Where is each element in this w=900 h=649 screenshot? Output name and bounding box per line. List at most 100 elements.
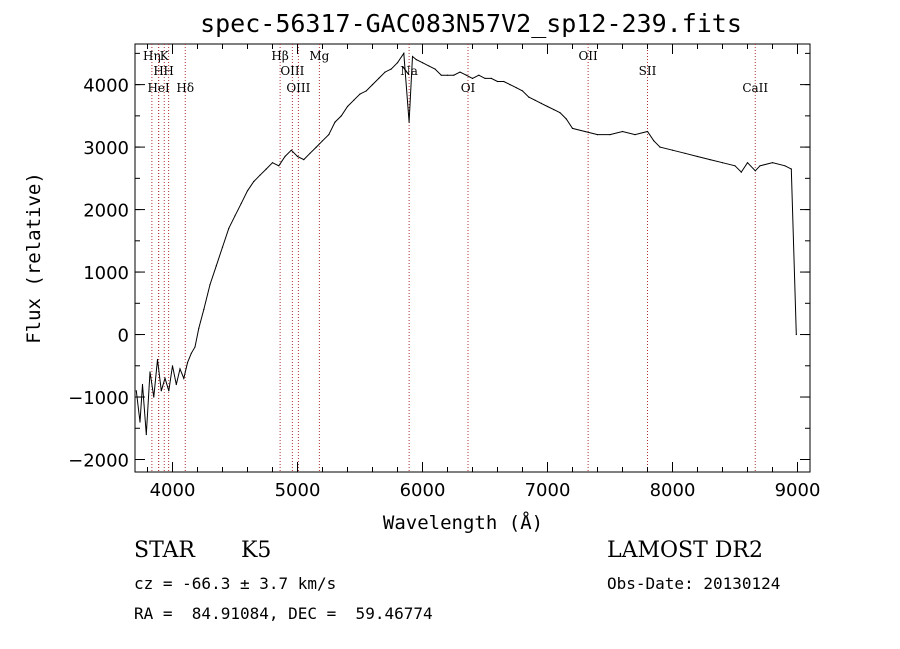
- spectrum-point: [156, 358, 159, 361]
- spectrum-point: [734, 165, 736, 167]
- spectrum-point: [234, 215, 236, 217]
- spectral-line-label: SII: [639, 64, 657, 78]
- spectrum-point: [509, 84, 511, 86]
- spectrum-point: [228, 227, 230, 229]
- y-axis: −2000 −1000 0 1000 2000 3000 4000: [68, 52, 810, 472]
- spectrum-point: [194, 346, 196, 348]
- spectrum-point: [321, 140, 324, 142]
- spectrum-point: [328, 134, 330, 136]
- spectrum-point: [221, 246, 224, 248]
- spectrum-point: [271, 162, 274, 164]
- spectral-line-label: OII: [578, 49, 598, 63]
- spectrum-point: [478, 74, 480, 76]
- spectrum-point: [746, 162, 749, 164]
- spectrum-point: [168, 390, 170, 392]
- spectrum-point: [334, 121, 336, 123]
- spectrum-point: [175, 383, 177, 386]
- spectrum-point: [754, 170, 756, 172]
- spectrum-point: [309, 152, 311, 154]
- spectrum-point: [359, 93, 361, 95]
- y-tick-label: 1000: [83, 263, 129, 284]
- spectrum-point: [540, 102, 542, 104]
- spectrum-point: [179, 368, 181, 370]
- spectrum-point: [559, 112, 561, 114]
- ra-dec-coordinates: RA = 84.91084, DEC = 59.46774: [134, 604, 433, 623]
- spectrum-point: [653, 140, 655, 142]
- spectrum-point: [740, 171, 742, 173]
- y-tick-label: −2000: [68, 451, 129, 472]
- spectrum-point: [141, 383, 144, 386]
- y-tick-label: 2000: [83, 201, 129, 222]
- spectrum-point: [415, 59, 417, 61]
- spectrum-point: [428, 65, 430, 67]
- spectrum-point: [571, 127, 574, 129]
- y-tick-label: 3000: [83, 138, 129, 159]
- spectrum-point: [521, 90, 524, 92]
- spectrum-point: [265, 168, 267, 170]
- x-tick-label: 5000: [275, 480, 321, 501]
- spectrum-point: [440, 74, 442, 76]
- spectrum-point: [186, 362, 189, 364]
- spectrum-point: [646, 130, 649, 133]
- y-tick-label: −1000: [68, 388, 129, 409]
- spectrum-point: [421, 62, 424, 64]
- spectrum-point: [634, 134, 636, 136]
- spectrum-point: [671, 149, 674, 151]
- spectrum-point: [503, 80, 505, 83]
- spectral-line-label: H: [163, 64, 173, 78]
- spectrum-point: [696, 155, 699, 158]
- spectrum-point: [795, 333, 797, 336]
- spectrum-point: [378, 77, 380, 79]
- spectrum-point: [471, 77, 474, 79]
- spectral-line-label: Na: [400, 64, 418, 78]
- spectrum-point: [515, 87, 517, 89]
- spectrum-point: [565, 118, 567, 120]
- redshift-velocity: cz = -66.3 ± 3.7 km/s: [134, 574, 337, 593]
- spectrum-point: [160, 390, 162, 392]
- spectrum-point: [659, 146, 661, 148]
- spectrum-point: [490, 77, 492, 79]
- spectrum-point: [278, 165, 280, 167]
- y-axis-label: Flux (relative): [23, 172, 45, 344]
- spectrum-point: [546, 105, 549, 108]
- spectrum-point: [340, 115, 342, 117]
- spectrum-point: [459, 71, 461, 73]
- spectrum-point: [484, 77, 486, 79]
- spectrum-point: [240, 202, 242, 204]
- spectral-line-label: CaII: [742, 81, 768, 95]
- spectral-line-label: K: [160, 49, 170, 63]
- spectrum-point: [203, 308, 205, 311]
- spectrum-point: [246, 190, 249, 192]
- spectrum-point: [215, 265, 217, 267]
- x-tick-label: 7000: [525, 480, 571, 501]
- spectrum-point: [759, 165, 761, 167]
- spectrum-point: [584, 130, 586, 133]
- x-axis: 4000 5000 6000 7000 8000 9000: [147, 44, 820, 501]
- spectral-line-label: Mg: [309, 49, 329, 63]
- spectrum-point: [534, 99, 536, 101]
- spectrum-point: [390, 68, 392, 70]
- spectrum-point: [596, 134, 599, 136]
- y-tick-label: 0: [118, 326, 129, 347]
- spectrum-point: [259, 174, 261, 176]
- spectrum-point: [434, 68, 436, 70]
- observation-date: Obs-Date: 20130124: [607, 574, 781, 593]
- spectrum-point: [183, 377, 185, 379]
- spectrum-point: [139, 421, 141, 423]
- spectrum-point: [709, 159, 711, 161]
- spectrum-point: [609, 134, 611, 136]
- spectral-line-label: Hδ: [176, 81, 194, 95]
- spectrum-point: [164, 377, 166, 379]
- spectrum-point: [365, 90, 367, 92]
- spectrum-point: [253, 180, 255, 183]
- spectrum-point: [528, 96, 530, 98]
- spectrum-point: [371, 84, 374, 86]
- y-tick-label: 4000: [83, 76, 129, 97]
- spectrum-point: [145, 433, 147, 436]
- spectral-line-label: HeI: [147, 81, 170, 95]
- spectral-line-label: Hβ: [271, 49, 288, 63]
- survey-name: LAMOST DR2: [607, 538, 763, 563]
- spectrum-point: [284, 155, 286, 158]
